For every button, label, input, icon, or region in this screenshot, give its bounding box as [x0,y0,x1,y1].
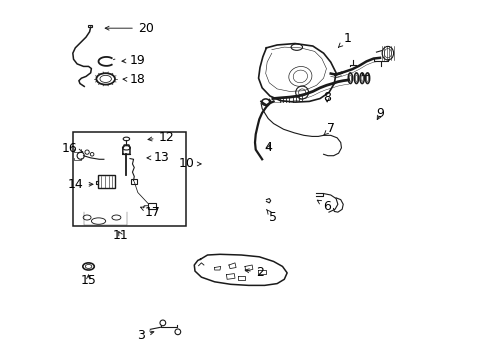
Text: 5: 5 [267,210,277,224]
Bar [131,179,137,184]
Text: 9: 9 [376,107,384,120]
Text: 3: 3 [137,329,154,342]
Text: 2: 2 [245,266,264,279]
Bar [73,132,186,226]
Text: 4: 4 [265,141,272,154]
Text: 11: 11 [113,229,128,242]
Text: 13: 13 [147,151,170,165]
Text: 16: 16 [61,143,83,156]
Text: 1: 1 [338,32,351,48]
Text: 7: 7 [324,122,335,135]
Text: 15: 15 [80,274,97,287]
Text: 18: 18 [123,73,146,86]
Text: 20: 20 [105,22,154,35]
Text: 10: 10 [178,157,201,170]
Text: 8: 8 [323,91,331,104]
Text: 12: 12 [148,131,174,144]
Bar [88,24,92,27]
Bar [98,175,115,188]
Text: 19: 19 [122,54,146,67]
Bar [148,203,156,209]
Text: 14: 14 [68,178,93,191]
Text: 17: 17 [141,206,160,219]
Text: 6: 6 [318,200,331,213]
